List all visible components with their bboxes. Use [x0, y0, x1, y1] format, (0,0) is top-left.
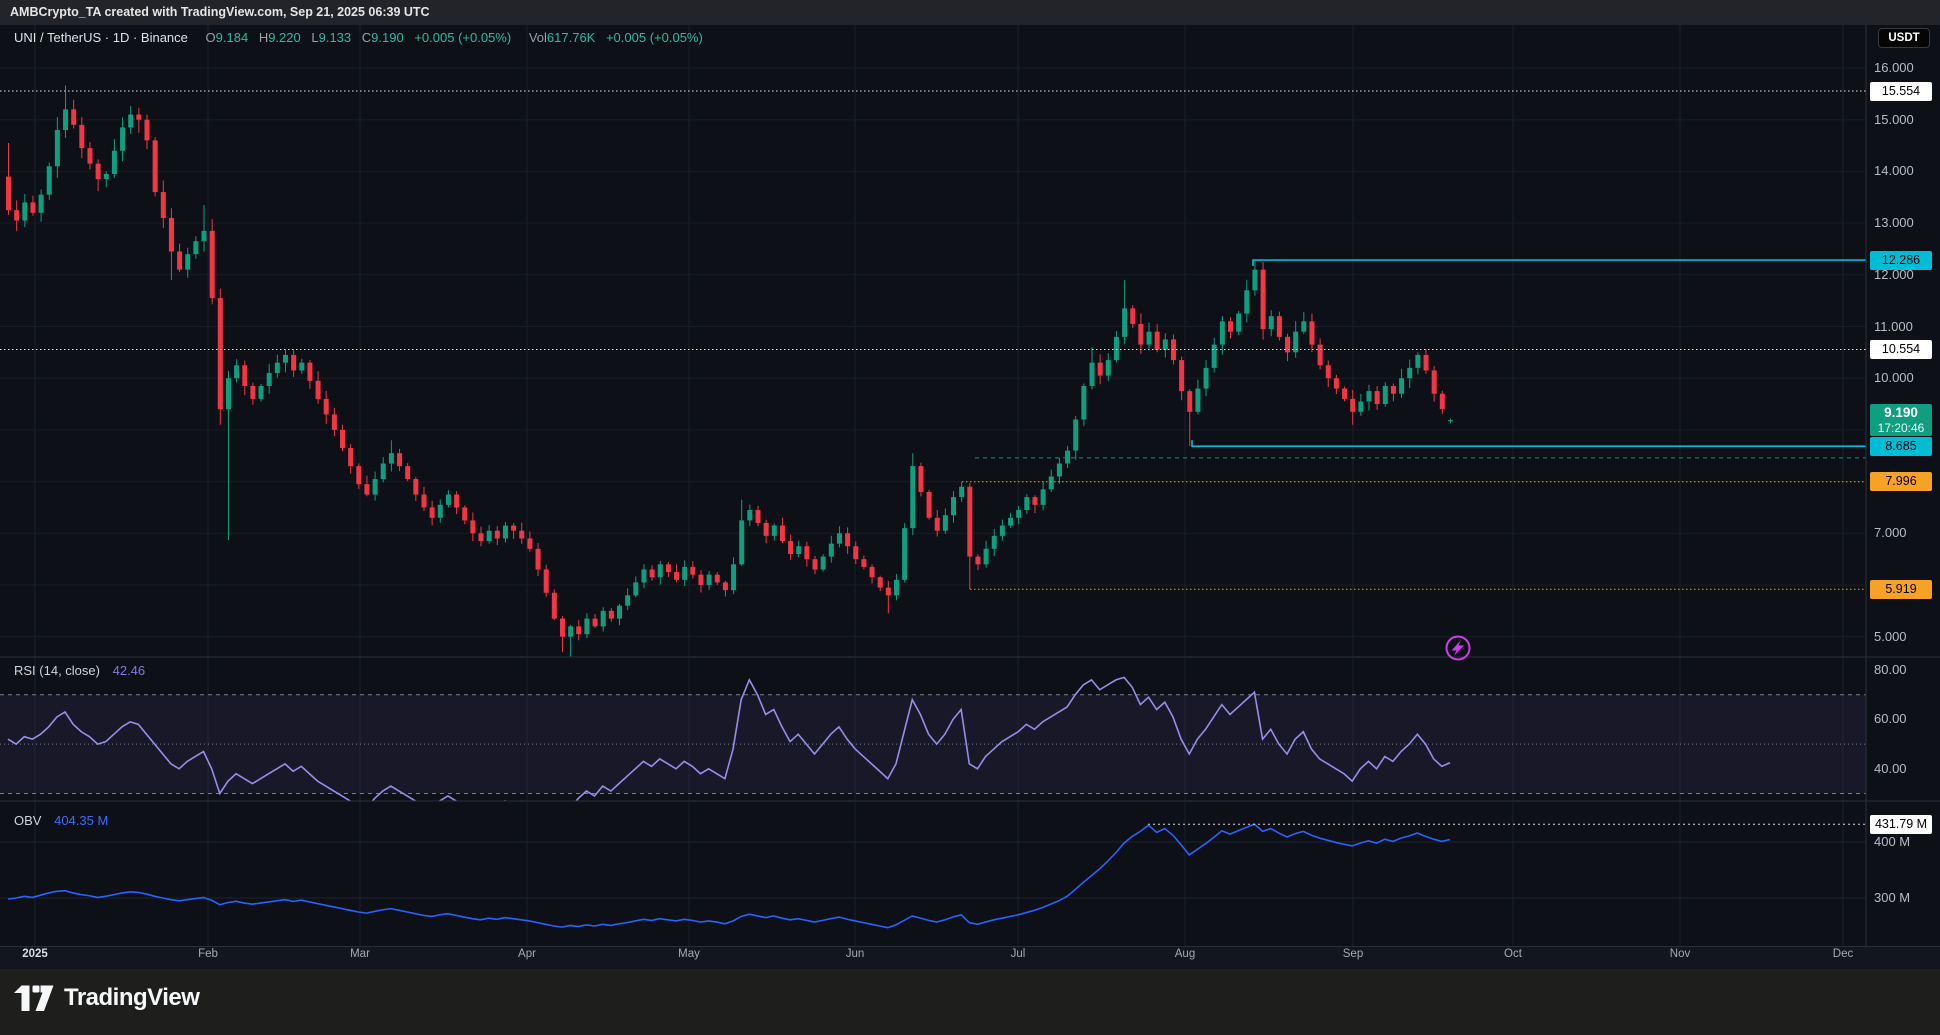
price-axis-tick[interactable]: 7.000	[1874, 525, 1907, 541]
rsi-title[interactable]: RSI (14, close)	[14, 663, 100, 678]
candlestick-series	[6, 85, 1453, 657]
close-label: C	[361, 30, 372, 45]
volume-label: Vol	[528, 30, 547, 45]
time-axis-label-aug[interactable]: Aug	[1174, 948, 1196, 960]
price-axis-tick[interactable]: 5.000	[1874, 628, 1907, 644]
time-axis-label-jun[interactable]: Jun	[845, 948, 865, 960]
low-label: L	[311, 30, 319, 45]
price-axis-tick[interactable]: 12.000	[1874, 266, 1914, 282]
time-axis-label-apr[interactable]: Apr	[518, 948, 536, 960]
time-axis[interactable]	[0, 946, 1940, 970]
tradingview-logo[interactable]: TradingView	[14, 984, 200, 1012]
price-axis-tick[interactable]: 16.000	[1874, 60, 1914, 75]
price-axis-tick[interactable]: 10.000	[1874, 370, 1914, 386]
change-value: +0.005 (+0.05%)	[414, 30, 512, 45]
tradingview-logo-icon	[14, 985, 54, 1011]
volume-value: 617.76K	[546, 30, 596, 45]
rsi-axis-tick[interactable]: 80.00	[1874, 662, 1907, 677]
last-price: 9.190	[1884, 405, 1918, 420]
rsi-value: 42.46	[112, 663, 146, 678]
tradingview-wordmark: TradingView	[64, 984, 200, 1011]
rsi-legend: RSI (14, close) 42.46	[14, 663, 145, 678]
price-level-badge: 12.286	[1870, 250, 1932, 270]
rsi-axis-tick[interactable]: 40.00	[1874, 760, 1907, 776]
symbol-legend: UNI / TetherUS · 1D · Binance O9.184 H9.…	[14, 30, 703, 45]
bar-countdown: 17:20:46	[1877, 421, 1925, 435]
time-axis-label-feb[interactable]: Feb	[198, 948, 218, 960]
obv-value: 404.35 M	[54, 813, 109, 828]
time-axis-label-dec[interactable]: Dec	[1832, 948, 1854, 960]
obv-level-badge: 431.79 M	[1870, 814, 1932, 834]
open-value: 9.184	[215, 30, 249, 45]
obv-axis-tick[interactable]: 400 M	[1874, 834, 1911, 849]
rsi-line	[7, 676, 1451, 801]
rsi-axis-tick[interactable]: 60.00	[1874, 711, 1907, 727]
price-level-badge: 10.554	[1870, 340, 1932, 360]
time-axis-label-nov[interactable]: Nov	[1669, 948, 1691, 960]
symbol-title[interactable]: UNI / TetherUS · 1D · Binance	[14, 30, 188, 45]
price-axis-tick[interactable]: 15.000	[1874, 111, 1914, 127]
flash-icon[interactable]	[1445, 635, 1471, 661]
time-axis-label-jul[interactable]: Jul	[1010, 948, 1026, 960]
price-axis-tick[interactable]: 13.000	[1874, 215, 1914, 231]
volume-change-value: +0.005 (+0.05%)	[605, 30, 703, 45]
attribution-bar: AMBCrypto_TA created with TradingView.co…	[0, 0, 1940, 25]
footer-bar: TradingView	[0, 969, 1940, 1035]
obv-legend: OBV 404.35 M	[14, 813, 108, 828]
time-axis-label-2025[interactable]: 2025	[22, 948, 48, 960]
open-label: O	[205, 30, 216, 45]
time-axis-label-may[interactable]: May	[678, 948, 700, 960]
currency-badge: USDT	[1878, 28, 1930, 48]
high-label: H	[258, 30, 269, 45]
time-axis-label-sep[interactable]: Sep	[1342, 948, 1364, 960]
price-level-badge: 8.685	[1870, 436, 1932, 456]
currency-label: USDT	[1888, 32, 1920, 44]
price-axis-tick[interactable]: 11.000	[1874, 318, 1913, 334]
price-level-badge: 7.996	[1870, 472, 1932, 492]
price-level-badge: 15.554	[1870, 81, 1932, 101]
time-axis-label-oct[interactable]: Oct	[1504, 948, 1522, 960]
obv-line	[7, 823, 1451, 929]
attribution-text: AMBCrypto_TA created with TradingView.co…	[10, 5, 430, 19]
high-value: 9.220	[268, 30, 301, 45]
obv-axis-tick[interactable]: 300 M	[1874, 890, 1911, 905]
close-value: 9.190	[371, 30, 404, 45]
low-value: 9.133	[318, 30, 352, 45]
time-axis-label-mar[interactable]: Mar	[350, 948, 370, 960]
last-price-badge: 9.190 17:20:46	[1870, 404, 1932, 436]
obv-title[interactable]: OBV	[14, 813, 42, 828]
price-level-badge: 5.919	[1870, 579, 1932, 599]
chart-canvas[interactable]	[0, 25, 1940, 969]
price-axis-tick[interactable]: 14.000	[1874, 163, 1914, 179]
